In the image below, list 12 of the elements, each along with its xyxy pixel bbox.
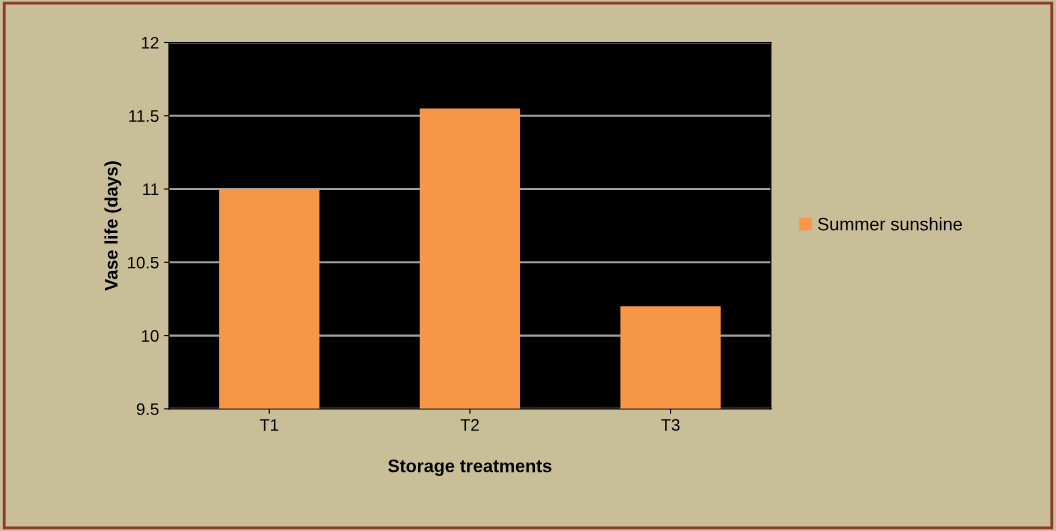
y-tick-label: 9.5 [136,403,159,416]
x-axis-title: Storage treatments [388,459,552,476]
x-tick-label: T2 [460,419,479,431]
y-tick-label: 11 [143,183,159,196]
y-tick-label: 10.5 [128,256,159,269]
y-tick-label: 12 [141,36,159,49]
x-tick-label: T1 [259,419,279,431]
y-tick-label: 11.5 [129,110,159,122]
y-tick-label: 10 [141,329,159,342]
x-tick-label: T3 [661,419,680,431]
legend-label: Summer sunshine [818,217,962,231]
y-axis-title: Vase life (days) [104,161,122,291]
